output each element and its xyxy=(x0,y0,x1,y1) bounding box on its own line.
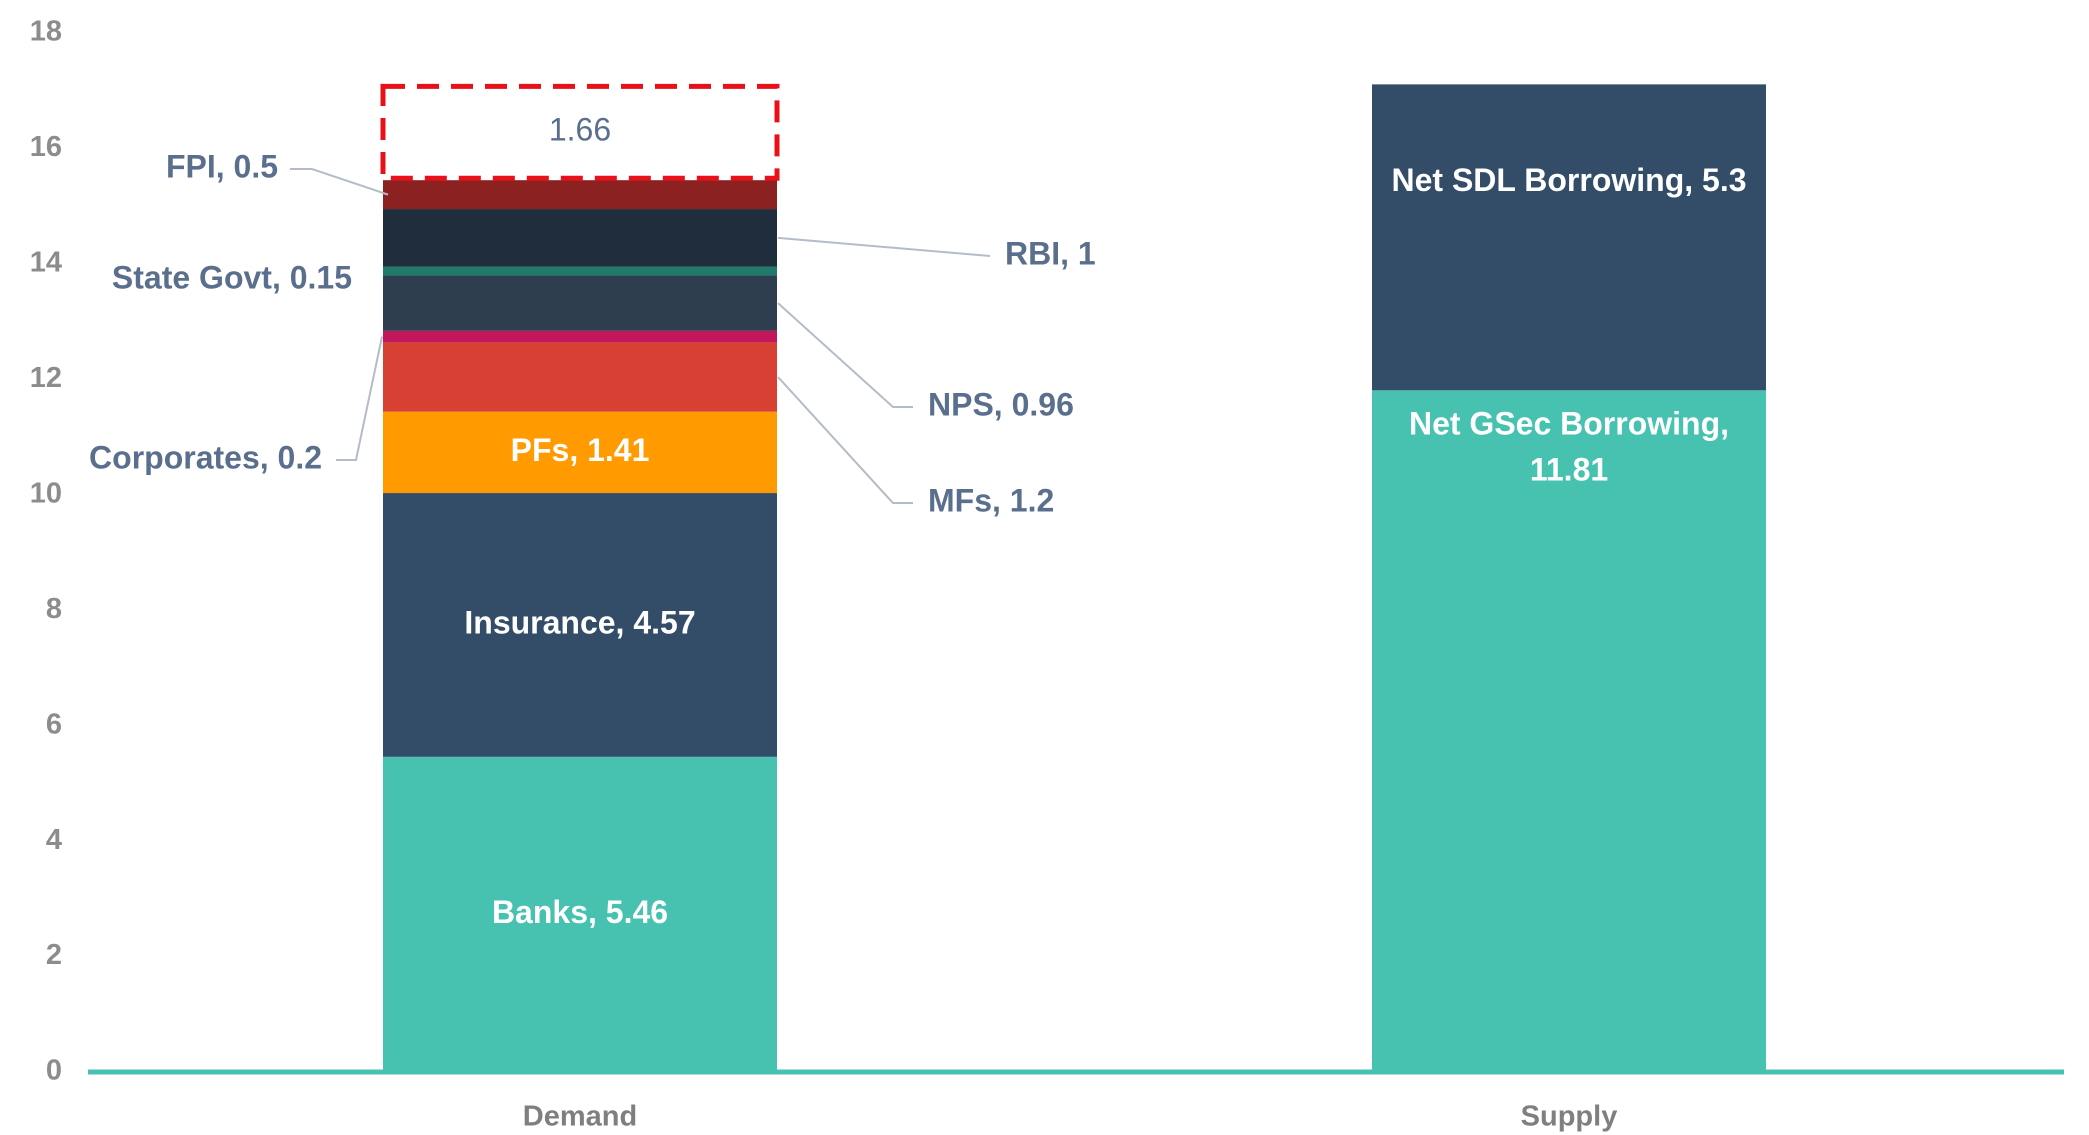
bar-segment-demand-corporates xyxy=(383,330,777,343)
y-tick-label-4: 4 xyxy=(46,824,62,856)
bar-segment-demand-mfs xyxy=(383,342,777,412)
y-tick-label-6: 6 xyxy=(46,708,62,740)
bar-segment-demand-banks xyxy=(383,756,777,1072)
data-label-pfs: PFs, 1.41 xyxy=(511,432,650,468)
data-label-mfs: MFs, 1.2 xyxy=(928,482,1054,518)
gap-box xyxy=(380,83,780,181)
gap-label: 1.66 xyxy=(549,112,611,148)
data-label-net-gsec-borrowing: Net GSec Borrowing, 11.81 xyxy=(1409,405,1729,487)
data-label-net-sdl-borrowing: Net SDL Borrowing, 5.3 xyxy=(1391,162,1746,198)
y-tick-label-2: 2 xyxy=(46,939,62,971)
y-tick-label-12: 12 xyxy=(30,362,62,394)
data-label-corporates: Corporates, 0.2 xyxy=(89,439,322,475)
y-tick-label-16: 16 xyxy=(30,131,62,163)
y-tick-label-8: 8 xyxy=(46,593,62,625)
leader-line-rbi xyxy=(777,236,991,257)
data-label-nps: NPS, 0.96 xyxy=(928,386,1074,422)
data-label-rbi: RBI, 1 xyxy=(1005,235,1096,271)
y-tick-label-10: 10 xyxy=(30,477,62,509)
bar-segment-demand-nps xyxy=(383,275,777,331)
leader-line-nps xyxy=(777,302,913,408)
leader-line-corporates xyxy=(336,336,383,461)
bar-segment-demand-fpi xyxy=(383,180,777,210)
bar-segment-supply-net-gsec-borrowing xyxy=(1372,390,1766,1073)
bar-segment-demand-rbi xyxy=(383,209,777,267)
data-label-state-govt: State Govt, 0.15 xyxy=(112,259,352,295)
data-label-fpi: FPI, 0.5 xyxy=(166,148,278,184)
y-tick-label-14: 14 xyxy=(30,247,62,279)
x-category-label-demand: Demand xyxy=(523,1101,637,1133)
bar-segment-demand-pfs xyxy=(383,411,777,494)
leader-line-mfs xyxy=(777,376,913,504)
bar-segment-demand-state-govt xyxy=(383,266,777,276)
x-category-label-supply: Supply xyxy=(1521,1101,1618,1133)
leader-line-fpi xyxy=(290,168,389,196)
y-tick-label-18: 18 xyxy=(30,16,62,48)
data-label-banks: Banks, 5.46 xyxy=(492,894,668,930)
y-tick-label-0: 0 xyxy=(46,1055,62,1087)
bar-segment-supply-net-sdl-borrowing xyxy=(1372,84,1766,391)
data-label-insurance: Insurance, 4.57 xyxy=(464,604,695,640)
bar-segment-demand-insurance xyxy=(383,493,777,757)
